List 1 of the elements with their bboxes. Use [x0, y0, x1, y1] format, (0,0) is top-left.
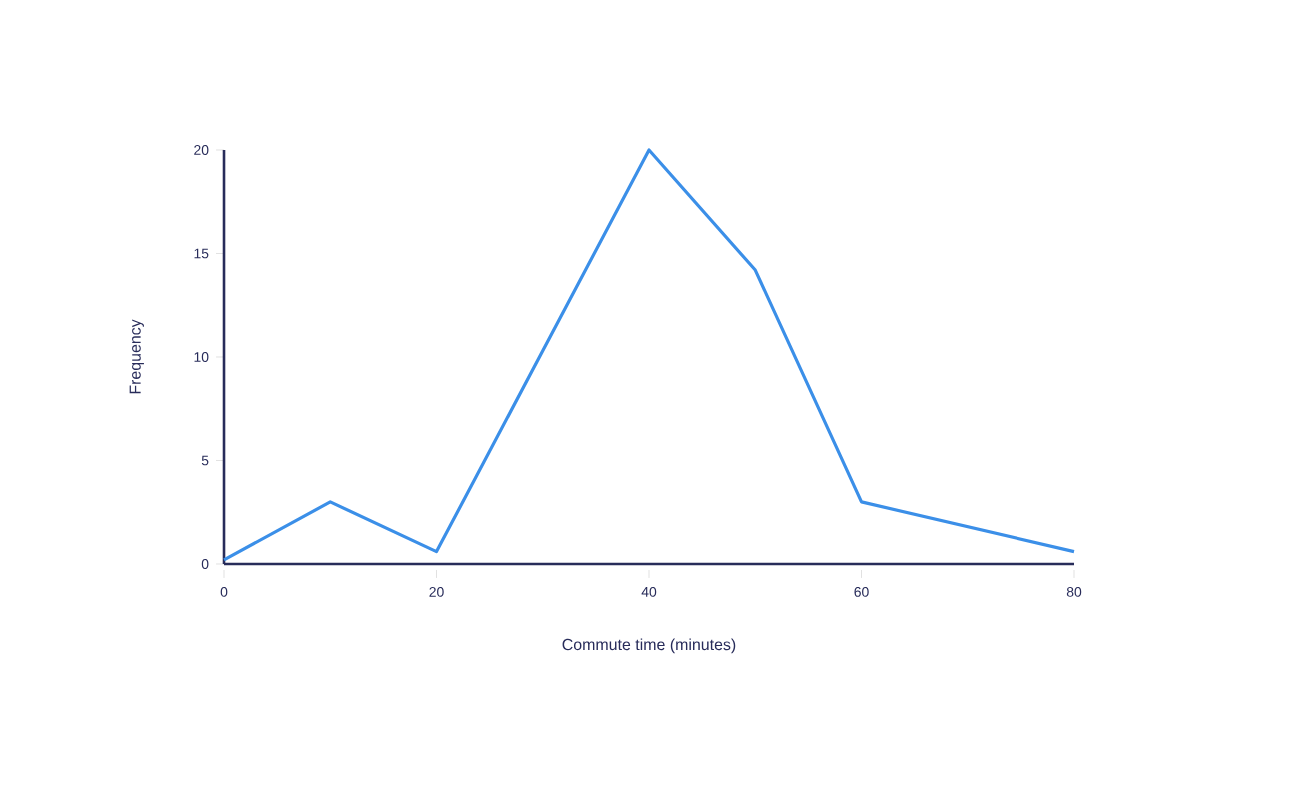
line-series — [222, 148, 1076, 562]
